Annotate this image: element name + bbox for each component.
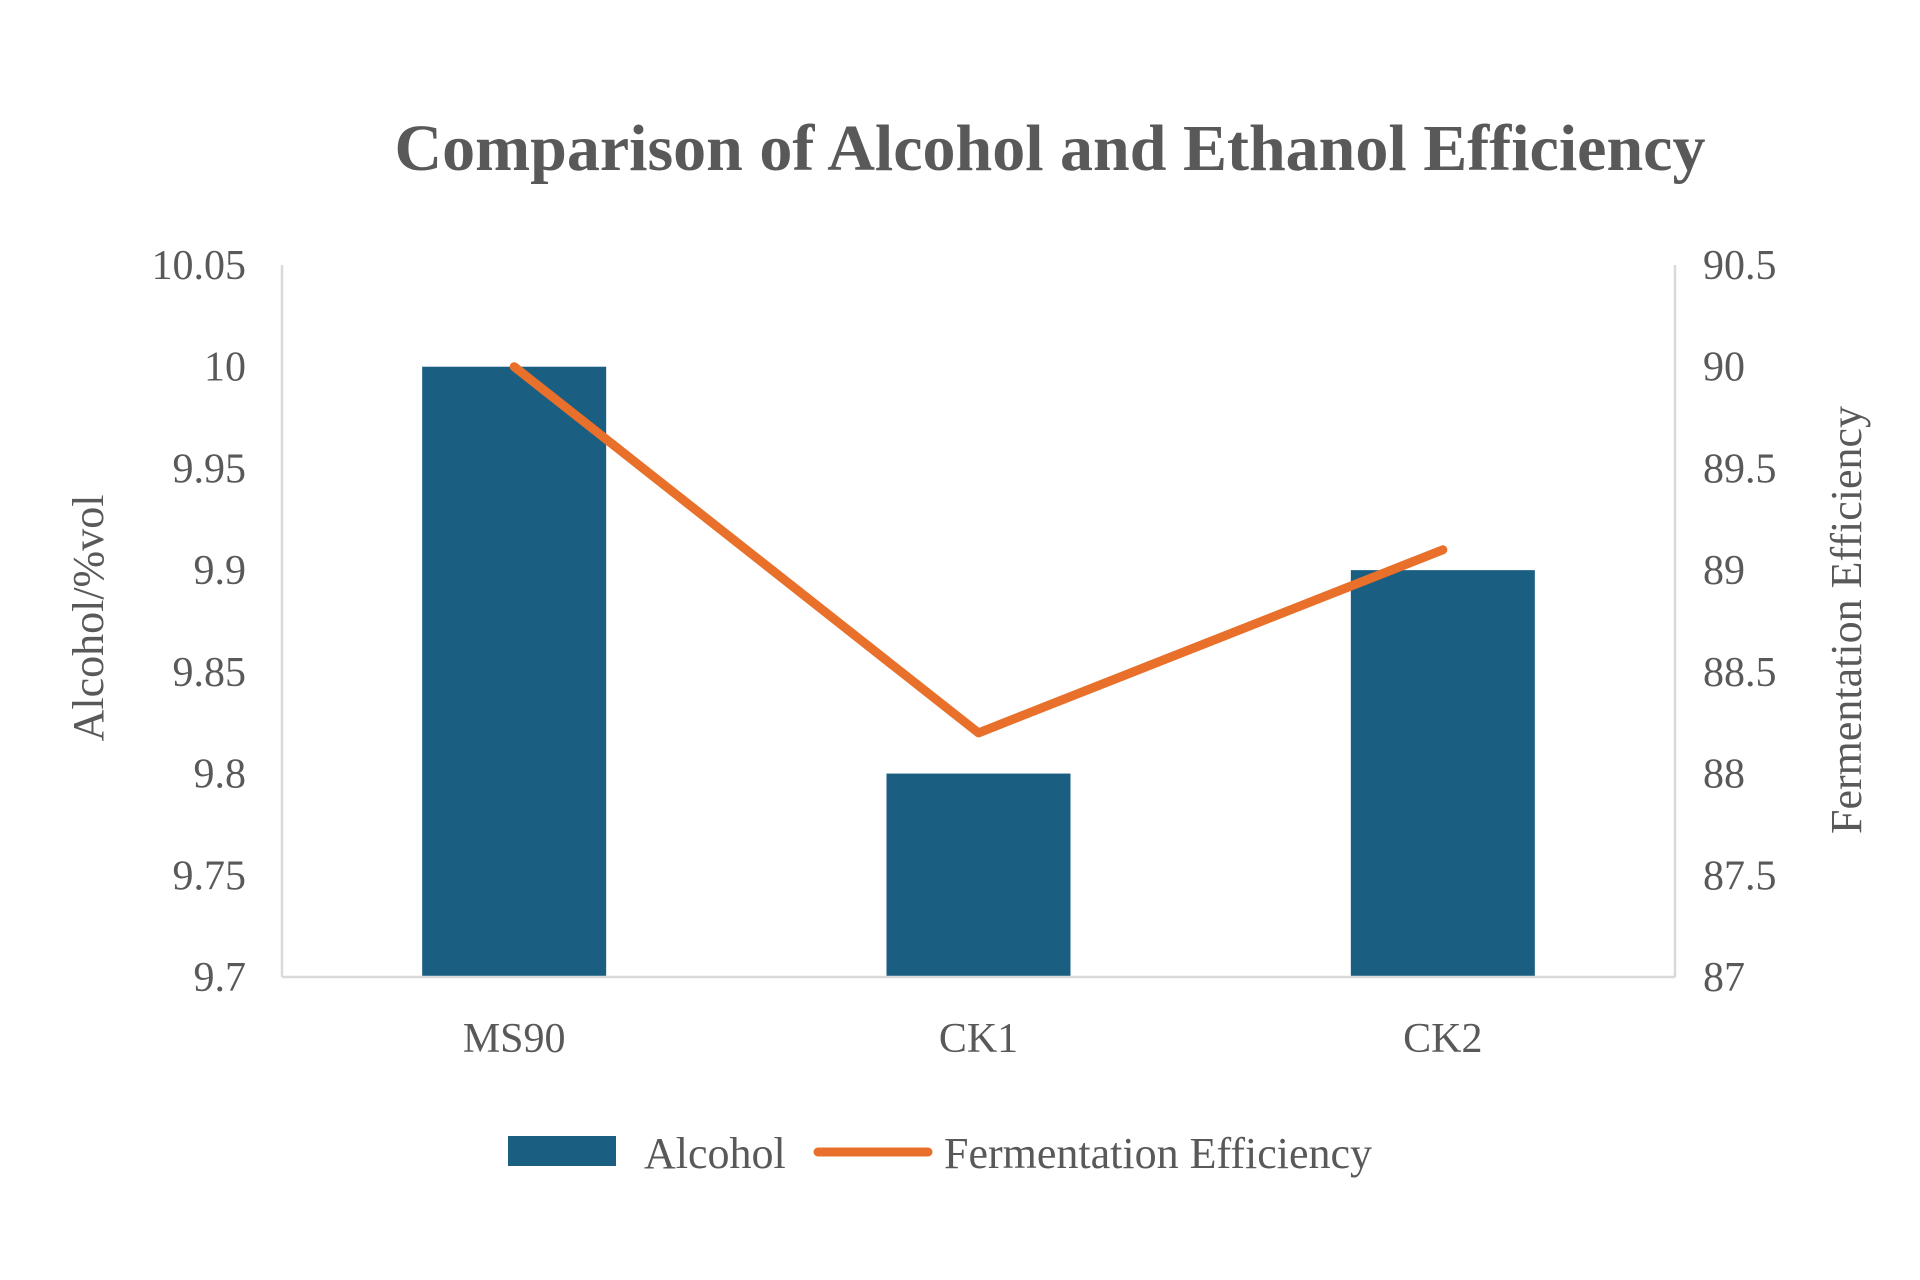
legend-alcohol-label: Alcohol bbox=[644, 1129, 786, 1178]
y2-tick-label: 88 bbox=[1703, 752, 1745, 798]
y-tick-label: 10 bbox=[204, 345, 246, 391]
y2-tick-label: 87.5 bbox=[1703, 853, 1777, 899]
right-axis-title: Fermentation Efficiency bbox=[1822, 406, 1871, 834]
left-axis-title: Alcohol/%vol bbox=[64, 495, 113, 742]
y-tick-label: 10.05 bbox=[152, 243, 247, 289]
y-tick-label: 9.9 bbox=[194, 548, 247, 594]
alcohol-bars bbox=[422, 366, 1535, 977]
y-tick-label: 9.75 bbox=[173, 853, 247, 899]
left-axis-ticks: 9.7 9.75 9.8 9.85 9.9 9.95 10 10.05 bbox=[152, 243, 247, 1001]
x-tick-label: CK2 bbox=[1403, 1016, 1482, 1062]
y-tick-label: 9.85 bbox=[173, 650, 247, 696]
right-axis-ticks: 87 87.5 88 88.5 89 89.5 90 90.5 bbox=[1703, 243, 1777, 1001]
x-tick-label: CK1 bbox=[939, 1016, 1018, 1062]
y-tick-label: 9.8 bbox=[194, 752, 247, 798]
y2-tick-label: 88.5 bbox=[1703, 650, 1777, 696]
legend-alcohol-swatch bbox=[508, 1136, 616, 1166]
bar-ms90 bbox=[422, 366, 607, 977]
x-axis-ticks: MS90 CK1 CK2 bbox=[463, 1016, 1483, 1062]
legend: Alcohol Fermentation Efficiency bbox=[508, 1129, 1372, 1178]
y2-tick-label: 87 bbox=[1703, 955, 1745, 1001]
bar-ck1 bbox=[886, 773, 1071, 977]
efficiency-line bbox=[509, 362, 1448, 738]
chart-title: Comparison of Alcohol and Ethanol Effici… bbox=[395, 112, 1706, 185]
y-tick-label: 9.7 bbox=[194, 955, 247, 1001]
y2-tick-label: 90 bbox=[1703, 345, 1745, 391]
y-tick-label: 9.95 bbox=[173, 446, 247, 492]
x-tick-label: MS90 bbox=[463, 1016, 566, 1062]
efficiency-line-series bbox=[509, 362, 1448, 738]
legend-efficiency-label: Fermentation Efficiency bbox=[944, 1129, 1372, 1178]
y2-tick-label: 89.5 bbox=[1703, 446, 1777, 492]
y2-tick-label: 89 bbox=[1703, 548, 1745, 594]
bar-ck2 bbox=[1350, 570, 1535, 977]
y2-tick-label: 90.5 bbox=[1703, 243, 1777, 289]
